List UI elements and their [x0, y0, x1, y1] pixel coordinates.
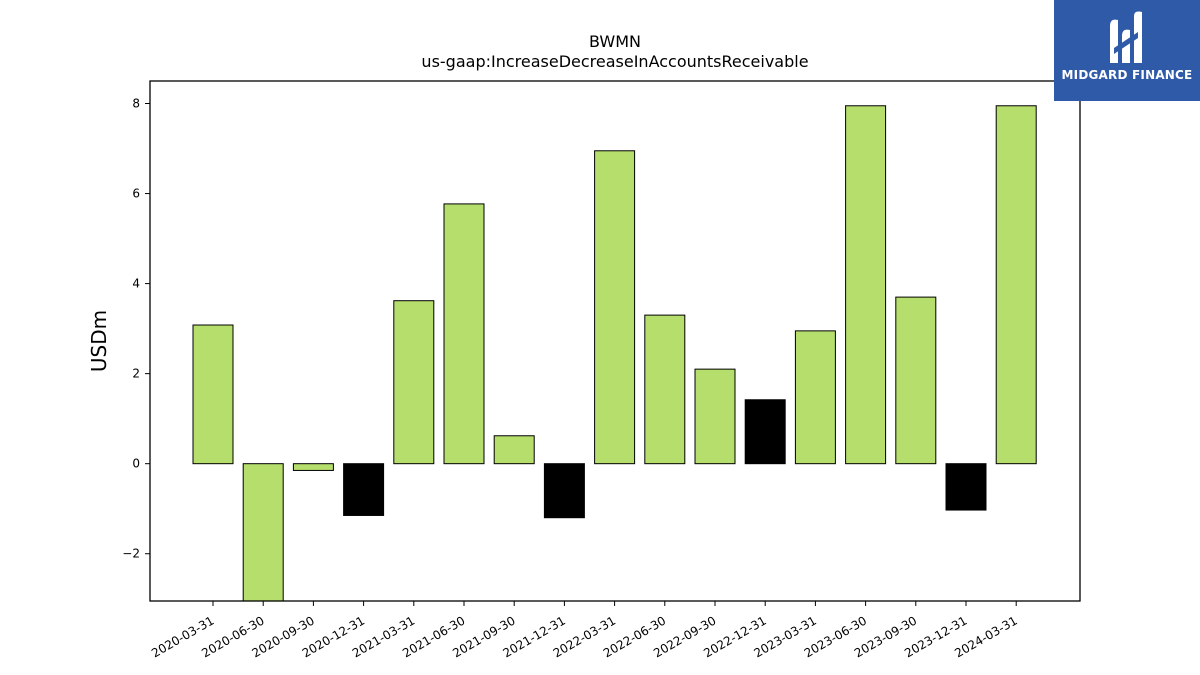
- y-tick-label: −2: [122, 547, 140, 561]
- chart-title: BWMN: [589, 32, 641, 51]
- bar: [895, 296, 937, 465]
- midgard-logo-icon: [1110, 11, 1142, 64]
- bar: [794, 330, 836, 465]
- y-tick-label: 4: [132, 277, 140, 291]
- brand-name: MIDGARD FINANCE: [1061, 68, 1193, 82]
- y-tick-label: 8: [132, 97, 140, 111]
- bar: [945, 463, 987, 511]
- bar: [493, 435, 535, 465]
- bar: [845, 105, 887, 465]
- bar: [594, 150, 636, 465]
- bar: [694, 368, 736, 465]
- y-tick-label: 6: [132, 187, 140, 201]
- chart-subtitle: us-gaap:IncreaseDecreaseInAccountsReceiv…: [421, 52, 809, 71]
- bar: [192, 324, 234, 465]
- bar: [393, 300, 435, 465]
- bar: [292, 463, 334, 471]
- bar: [343, 463, 385, 516]
- bar: [995, 105, 1037, 465]
- bar: [443, 203, 485, 465]
- bar: [242, 463, 284, 601]
- y-axis-label: USDm: [87, 310, 111, 372]
- y-tick-label: 0: [132, 457, 140, 471]
- brand-logo: MIDGARD FINANCE: [1054, 0, 1200, 101]
- y-tick-label: 2: [132, 367, 140, 381]
- bar: [543, 463, 585, 519]
- bar: [644, 314, 686, 465]
- bar: [744, 399, 786, 465]
